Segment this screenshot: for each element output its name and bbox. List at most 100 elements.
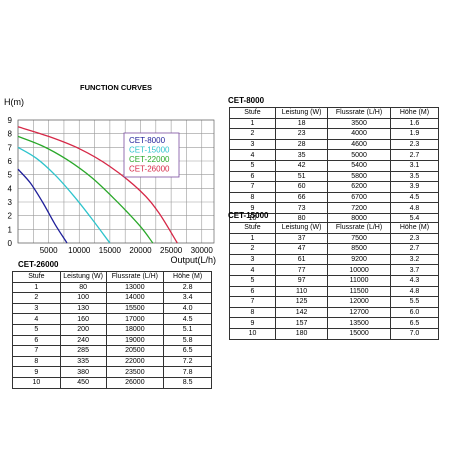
y-tick-label: 0 [8, 239, 13, 248]
table-cell: 2 [12, 292, 61, 304]
table-cell: 3.7 [389, 264, 440, 276]
table-cell: 8 [12, 355, 61, 368]
table-cell: 5800 [327, 170, 391, 183]
table-cell: 9 [12, 366, 61, 378]
table-cell: 19000 [105, 334, 165, 347]
table-row: 7 125 12000 5.5 [229, 296, 440, 308]
table-cet-15000: Stufe Leistung (W) Flussrate (L/H) Höhe (M)… [229, 222, 440, 340]
x-tick-label: 15000 [99, 246, 122, 255]
table-cell: 7200 [327, 202, 391, 214]
column-header: Flussrate (L/H) [105, 271, 165, 283]
x-tick-label: 30000 [191, 246, 214, 255]
table-cell: 8 [229, 191, 276, 204]
table-title-cet-8000: CET-8000 [228, 96, 265, 105]
table-cell: 5400 [327, 159, 391, 172]
column-header: Höhe (M) [163, 271, 212, 283]
table-cell: 157 [274, 317, 329, 329]
table-row: 1 80 13000 2.8 [12, 281, 212, 294]
table-cell: 1 [12, 281, 61, 294]
table-cell: 22000 [105, 355, 165, 368]
table-cell: 335 [59, 355, 107, 368]
table-row: 4 160 17000 4.5 [12, 313, 212, 325]
table-title-cet-26000: CET-26000 [18, 260, 59, 269]
chart-labels: 0 1 2 3 4 5 6 7 8 9 5000 10000 15000 20000 25000 30000 F… [4, 83, 216, 265]
table-row: 5 97 11000 4.3 [229, 274, 440, 287]
x-tick-label: 25000 [160, 246, 183, 255]
table-row: 10 180 15000 7.0 [229, 327, 440, 340]
table-header-row: Stufe Leistung (W) Flussrate (L/H) Höhe (M) [229, 107, 440, 119]
table-cell: 3500 [327, 117, 391, 130]
table-row: 1 18 3500 1.6 [229, 117, 440, 130]
table-cell: 180 [274, 327, 329, 340]
table-cell: 450 [59, 376, 107, 389]
table-cell: 66 [274, 191, 329, 204]
table-cell: 18000 [105, 323, 165, 336]
table-cell: 130 [59, 302, 107, 315]
y-tick-label: 9 [8, 116, 13, 125]
table-cell: 7500 [327, 232, 391, 245]
table-row: 10 450 26000 8.5 [12, 376, 212, 389]
table-cell: 5.1 [163, 323, 212, 336]
table-cell: 4.0 [163, 302, 212, 315]
table-cell: 3 [12, 302, 61, 315]
table-cell: 7 [229, 181, 276, 193]
table-row: 6 240 19000 5.8 [12, 334, 212, 347]
table-cell: 7.2 [163, 355, 212, 368]
table-cell: 77 [274, 264, 329, 276]
x-tick-label: 10000 [68, 246, 91, 255]
table-cell: 125 [274, 296, 329, 308]
table-cell: 4.8 [389, 285, 440, 298]
table-cell: 9200 [327, 253, 391, 266]
table-cell: 7.0 [389, 327, 440, 340]
table-row: 7 285 20500 6.5 [12, 345, 212, 357]
column-header: Stufe [12, 271, 61, 283]
table-cell: 4000 [327, 128, 391, 140]
table-cell: 80 [59, 281, 107, 294]
table-cell: 4.3 [389, 274, 440, 287]
table-cell: 2 [229, 243, 276, 255]
table-cell: 110 [274, 285, 329, 298]
table-cell: 23 [274, 128, 329, 140]
table-row: 2 47 8500 2.7 [229, 243, 440, 255]
table-cell: 4 [12, 313, 61, 325]
table-cell: 12700 [327, 306, 391, 319]
column-header: Stufe [229, 222, 276, 234]
table-cell: 5 [229, 274, 276, 287]
table-row: 3 61 9200 3.2 [229, 253, 440, 266]
column-header: Flussrate (L/H) [327, 107, 391, 119]
table-cell: 3 [229, 138, 276, 151]
table-row: 1 37 7500 2.3 [229, 232, 440, 245]
series-line-cet-8000 [17, 168, 68, 244]
table-cell: 8 [229, 306, 276, 319]
column-header: Höhe (M) [389, 222, 440, 234]
table-row: 2 23 4000 1.9 [229, 128, 440, 140]
table-cell: 6.0 [389, 306, 440, 319]
table-cell: 28 [274, 138, 329, 151]
table-cell: 1 [229, 232, 276, 245]
table-cell: 285 [59, 345, 107, 357]
table-cell: 4 [229, 264, 276, 276]
column-header: Leistung (W) [59, 271, 107, 283]
series-line-cet-22000 [17, 135, 154, 244]
column-header: Leistung (W) [274, 222, 329, 234]
table-row: 2 100 14000 3.4 [12, 292, 212, 304]
table-cell: 5 [229, 159, 276, 172]
table-cell: 26000 [105, 376, 165, 389]
table-row: 7 60 6200 3.9 [229, 181, 440, 193]
table-cell: 5.8 [163, 334, 212, 347]
table-row: 8 142 12700 6.0 [229, 306, 440, 319]
table-cell: 1.9 [389, 128, 440, 140]
table-cell: 23500 [105, 366, 165, 378]
table-cell: 42 [274, 159, 329, 172]
y-tick-label: 1 [8, 225, 13, 234]
table-row: 8 335 22000 7.2 [12, 355, 212, 368]
y-tick-label: 3 [8, 198, 13, 207]
table-header-row: Stufe Leistung (W) Flussrate (L/H) Höhe (M) [229, 222, 440, 234]
table-row: 3 130 15500 4.0 [12, 302, 212, 315]
column-header: Flussrate (L/H) [327, 222, 391, 234]
table-cell: 4.5 [163, 313, 212, 325]
table-cell: 37 [274, 232, 329, 245]
table-row: 4 77 10000 3.7 [229, 264, 440, 276]
table-cell: 4 [229, 149, 276, 161]
table-row: 5 42 5400 3.1 [229, 159, 440, 172]
